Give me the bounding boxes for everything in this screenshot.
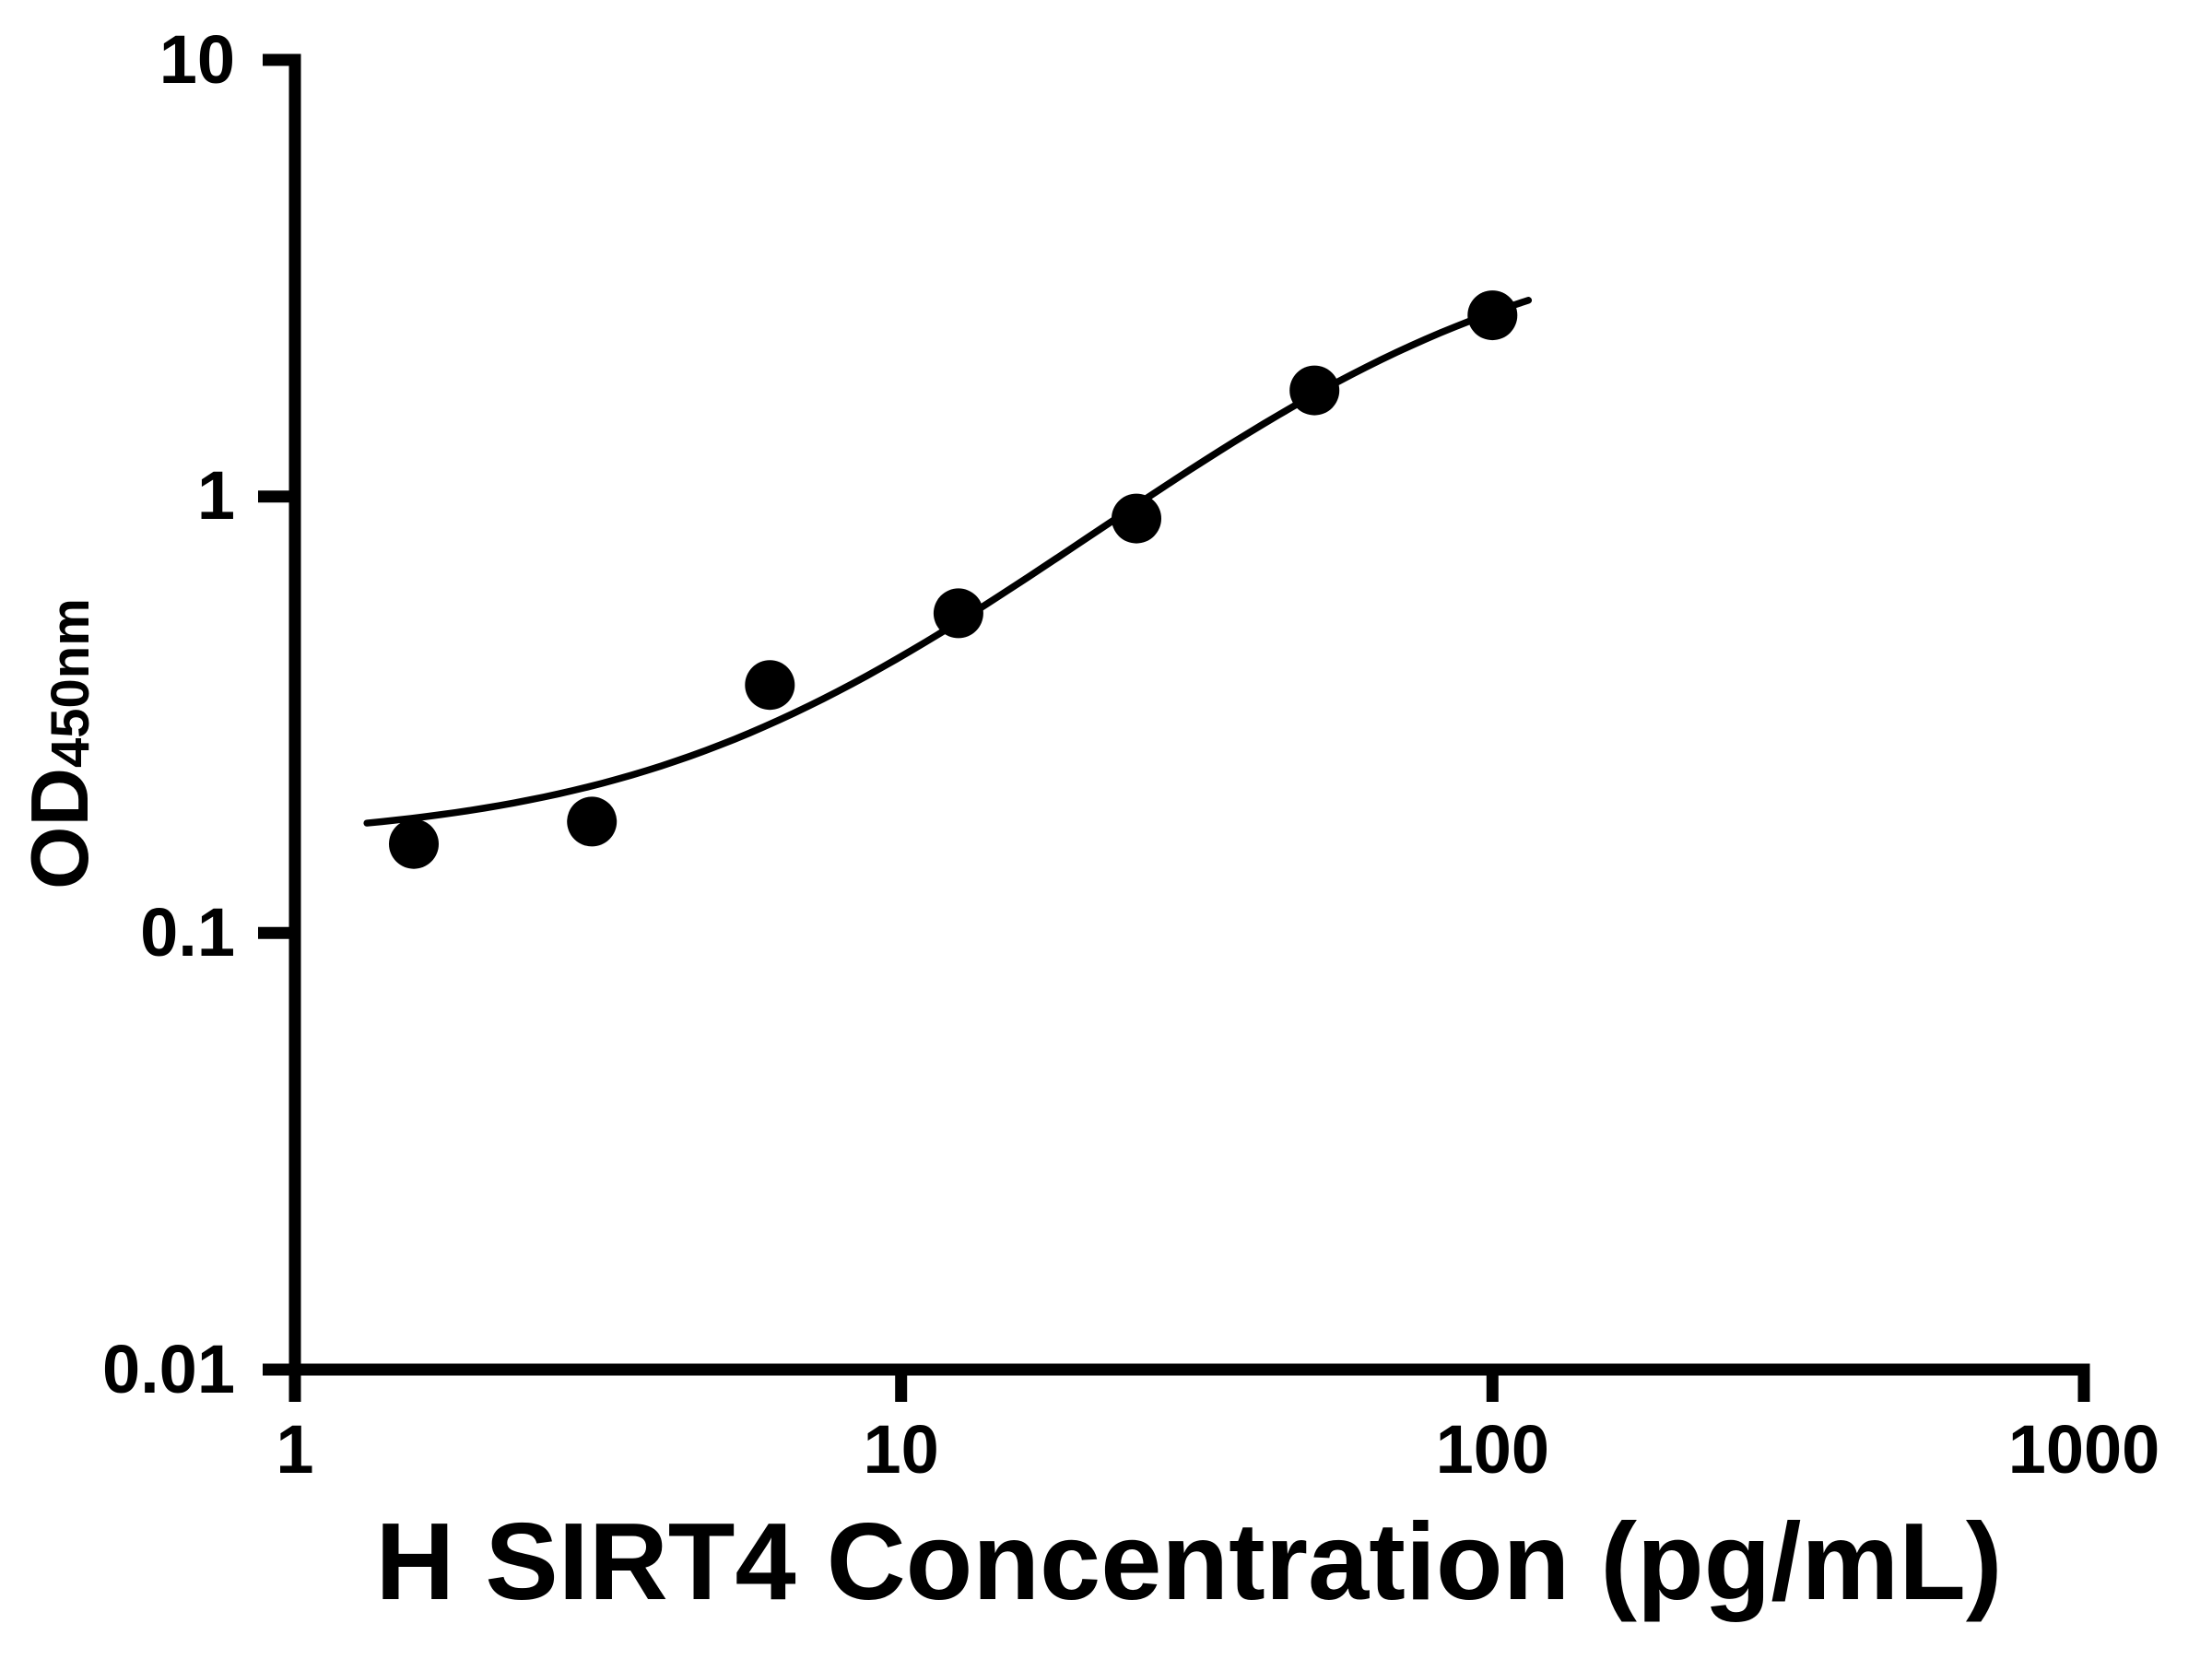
svg-text:1: 1 (276, 1411, 313, 1488)
svg-text:1000: 1000 (2008, 1411, 2160, 1488)
svg-text:10: 10 (159, 21, 235, 98)
svg-text:0.01: 0.01 (102, 1331, 235, 1407)
svg-text:0.1: 0.1 (140, 894, 235, 971)
svg-text:10: 10 (864, 1411, 939, 1488)
svg-text:100: 100 (1436, 1411, 1549, 1488)
svg-text:H SIRT4 Concentration (pg/mL): H SIRT4 Concentration (pg/mL) (375, 1500, 2002, 1623)
svg-text:1: 1 (197, 457, 235, 534)
svg-text:OD450nm: OD450nm (14, 598, 105, 889)
